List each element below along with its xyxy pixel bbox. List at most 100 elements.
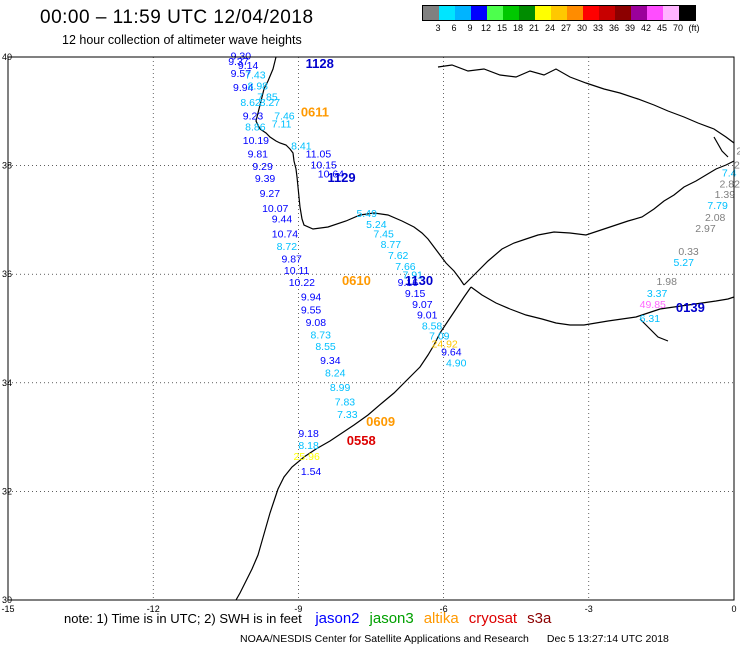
pass-time-label: 1129	[327, 170, 355, 185]
wave-height-value: 7.11	[272, 119, 292, 131]
color-swatch	[599, 6, 615, 20]
wave-height-value: 8.72	[277, 241, 298, 253]
wave-height-value: 1.54	[301, 466, 322, 478]
wave-height-value: 8.99	[330, 382, 351, 394]
color-swatch	[679, 6, 695, 20]
color-scale-label: 33	[592, 23, 603, 33]
wave-height-value: 5.49	[356, 208, 377, 220]
wave-height-value: 9.87	[281, 253, 302, 265]
color-swatch	[471, 6, 487, 20]
wave-height-value: 7.33	[337, 409, 358, 421]
wave-height-value: 9.27	[260, 188, 281, 200]
wave-height-value: 9.94	[233, 82, 254, 94]
color-scale-label: 15	[496, 23, 507, 33]
color-scale-label: 18	[512, 23, 523, 33]
wave-height-map: 9.309.379.149.577.439.948.987.858.628.27…	[1, 51, 740, 614]
wave-height-value: 2	[734, 159, 740, 171]
wave-height-value: 6.31	[640, 313, 661, 325]
wave-height-value: 8.62	[240, 97, 261, 109]
color-swatch	[439, 6, 455, 20]
latitude-tick-label: 40	[2, 52, 12, 62]
color-scale-label: 12	[480, 23, 491, 33]
wave-height-value: 9.55	[301, 304, 322, 316]
pass-time-label: 1128	[306, 56, 334, 71]
generated-timestamp: Dec 5 13:27:14 UTC 2018	[546, 633, 669, 645]
wave-height-value: 9.39	[255, 173, 276, 185]
color-scale-swatches	[422, 5, 696, 21]
wave-height-value: 10.07	[262, 203, 288, 215]
wave-height-value: 9.44	[272, 214, 293, 226]
wave-height-value: 9.23	[243, 110, 264, 122]
wave-height-value: 8.41	[291, 140, 312, 152]
satellite-name: jason3	[369, 610, 414, 627]
color-swatch	[615, 6, 631, 20]
wave-height-value: 8.24	[325, 367, 346, 379]
morocco-coastline	[235, 286, 472, 601]
color-scale-label: 3	[435, 23, 441, 33]
pass-time-label: 0558	[347, 433, 376, 448]
color-swatch	[535, 6, 551, 20]
latitude-tick-label: 36	[2, 269, 12, 279]
wave-height-value: 7.46	[274, 110, 295, 122]
color-swatch	[551, 6, 567, 20]
wave-height-value: 7.85	[257, 91, 278, 103]
longitude-tick-label: -12	[147, 604, 160, 614]
wave-height-value: 2.97	[695, 223, 716, 235]
longitude-tick-label: 0	[731, 604, 736, 614]
latitude-tick-label: 30	[2, 595, 12, 605]
color-scale-legend: 3 6 9 12 15 18 21 24 27 30 33 36 39 42 45 70 (ft)	[422, 5, 700, 35]
wave-height-value: 10.74	[272, 228, 298, 240]
color-scale-label: 9	[467, 23, 473, 33]
credit-line: NOAA/NESDIS Center for Satellite Applica…	[240, 633, 669, 645]
wave-height-value: 7.83	[335, 397, 356, 409]
iberia-inland-coast	[437, 64, 735, 144]
color-scale-label: 45	[656, 23, 667, 33]
wave-height-value: 1.98	[657, 276, 678, 288]
color-swatch	[423, 6, 439, 20]
satellite-name: altika	[423, 610, 459, 627]
wave-height-value: 9.08	[306, 317, 327, 329]
wave-height-value: 9.18	[298, 428, 319, 440]
wave-height-value: 9.94	[301, 291, 322, 303]
satellite-name: jason2	[315, 610, 360, 627]
color-swatch	[519, 6, 535, 20]
wave-height-value: 8.77	[381, 239, 402, 251]
wave-height-value: 9.57	[231, 68, 252, 80]
wave-height-value: 8.58	[422, 321, 443, 333]
wave-height-value: 4.90	[446, 358, 467, 370]
wave-height-value: 8.73	[311, 329, 332, 341]
color-scale-label: 70	[672, 23, 683, 33]
color-swatch	[455, 6, 471, 20]
chart-subtitle: 12 hour collection of altimeter wave hei…	[62, 33, 302, 47]
latitude-tick-label: 38	[2, 161, 12, 171]
credit-text: NOAA/NESDIS Center for Satellite Applica…	[240, 633, 529, 645]
wave-height-value: 5.24	[366, 219, 387, 231]
wave-height-value: 1.39	[715, 189, 736, 201]
color-scale-label: (ft)	[688, 23, 700, 33]
wave-height-value: 9.34	[320, 355, 341, 367]
morocco-east-coast	[639, 318, 669, 342]
longitude-tick-label: -3	[585, 604, 593, 614]
chart-title: 00:00 – 11:59 UTC 12/04/2018	[40, 7, 314, 28]
wave-height-value: 9.15	[405, 288, 426, 300]
color-scale-label: 27	[560, 23, 571, 33]
wave-height-value: 8.27	[260, 97, 281, 109]
wave-height-value: 2.82	[719, 178, 740, 190]
pass-time-label: 0610	[342, 273, 371, 288]
color-scale-label: 6	[451, 23, 457, 33]
wave-height-value: 7.09	[429, 330, 450, 342]
wave-height-value: 10.64	[318, 169, 344, 181]
longitude-tick-label: -15	[1, 604, 14, 614]
color-scale-label: 39	[624, 23, 635, 33]
wave-height-value: 9.16	[398, 277, 419, 289]
satellite-name: cryosat	[468, 610, 518, 627]
color-scale-label: 36	[608, 23, 619, 33]
wave-height-value: 8.18	[298, 440, 319, 452]
wave-height-value: 9.14	[238, 60, 259, 72]
color-scale-label: 30	[576, 23, 587, 33]
wave-height-value: 0.33	[678, 246, 699, 258]
wave-height-value: 8.55	[315, 341, 336, 353]
wave-height-value: 9.37	[228, 56, 249, 68]
coastlines	[235, 56, 735, 601]
wave-height-value: 49.85	[640, 299, 666, 311]
